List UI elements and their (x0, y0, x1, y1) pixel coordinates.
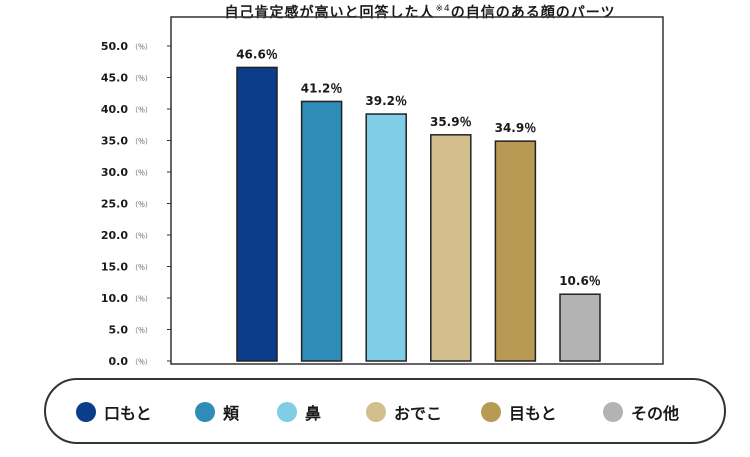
legend-swatch (366, 402, 386, 422)
legend-item: おでこ (366, 401, 442, 423)
bar-chart: 0.0 （％）5.0 （％）10.0 （％）15.0 （％）20.0 （％）25.0 （％）… (101, 16, 664, 368)
y-tick-label: 15.0 (101, 261, 128, 274)
legend-label: 口もと (104, 404, 152, 423)
y-tick-unit: （％） (131, 169, 152, 177)
y-tick-label: 45.0 (101, 72, 128, 85)
bar-value-label: 41.2％ (301, 81, 343, 95)
legend-item: 口もと (76, 401, 152, 423)
bar (430, 134, 472, 362)
legend-label: 鼻 (305, 404, 322, 423)
y-tick-unit: （％） (131, 264, 152, 272)
y-tick-label: 30.0 (101, 166, 128, 179)
legend-item: その他 (603, 401, 679, 423)
y-tick-label: 25.0 (101, 198, 128, 211)
bar-value-label: 34.9％ (495, 121, 537, 135)
legend-label: 目もと (509, 404, 557, 423)
y-tick-unit: （％） (131, 43, 152, 51)
bar (559, 293, 601, 362)
y-tick-unit: （％） (131, 106, 152, 114)
bar (236, 66, 278, 362)
bar (494, 140, 537, 362)
legend-swatch (277, 402, 297, 422)
legend-label: 頬 (223, 404, 240, 423)
legend-label: その他 (631, 404, 680, 423)
y-tick-unit: （％） (131, 295, 152, 303)
legend-swatch (481, 402, 501, 422)
legend: 口もと 頬 鼻 おでこ 目もと その他 (44, 378, 726, 444)
y-tick-unit: （％） (131, 358, 152, 366)
y-tick-unit: （％） (131, 232, 152, 240)
legend-label: おでこ (394, 404, 443, 423)
legend-swatch (195, 402, 215, 422)
bar-value-label: 35.9％ (430, 115, 472, 129)
bar-value-label: 10.6％ (559, 274, 601, 288)
y-tick-label: 50.0 (101, 40, 128, 53)
bar (365, 113, 407, 362)
y-tick-label: 10.0 (101, 292, 128, 305)
bar-value-label: 46.6％ (236, 47, 278, 61)
y-tick-unit: （％） (131, 75, 152, 83)
y-tick-label: 0.0 (109, 355, 129, 368)
legend-item: 鼻 (277, 401, 321, 423)
bar (300, 100, 343, 362)
y-tick-label: 5.0 (109, 324, 129, 337)
y-tick-unit: （％） (131, 138, 152, 146)
y-tick-label: 40.0 (101, 103, 128, 116)
legend-item: 頬 (195, 401, 239, 423)
legend-swatch (603, 402, 623, 422)
legend-swatch (76, 402, 96, 422)
legend-item: 目もと (481, 401, 557, 423)
y-tick-unit: （％） (131, 327, 152, 335)
bar-value-label: 39.2％ (365, 94, 407, 108)
y-tick-label: 20.0 (101, 229, 128, 242)
plot-frame (170, 16, 664, 365)
y-tick-label: 35.0 (101, 135, 128, 148)
chart-title-note: ※4 (435, 4, 451, 15)
y-tick-unit: （％） (131, 201, 152, 209)
